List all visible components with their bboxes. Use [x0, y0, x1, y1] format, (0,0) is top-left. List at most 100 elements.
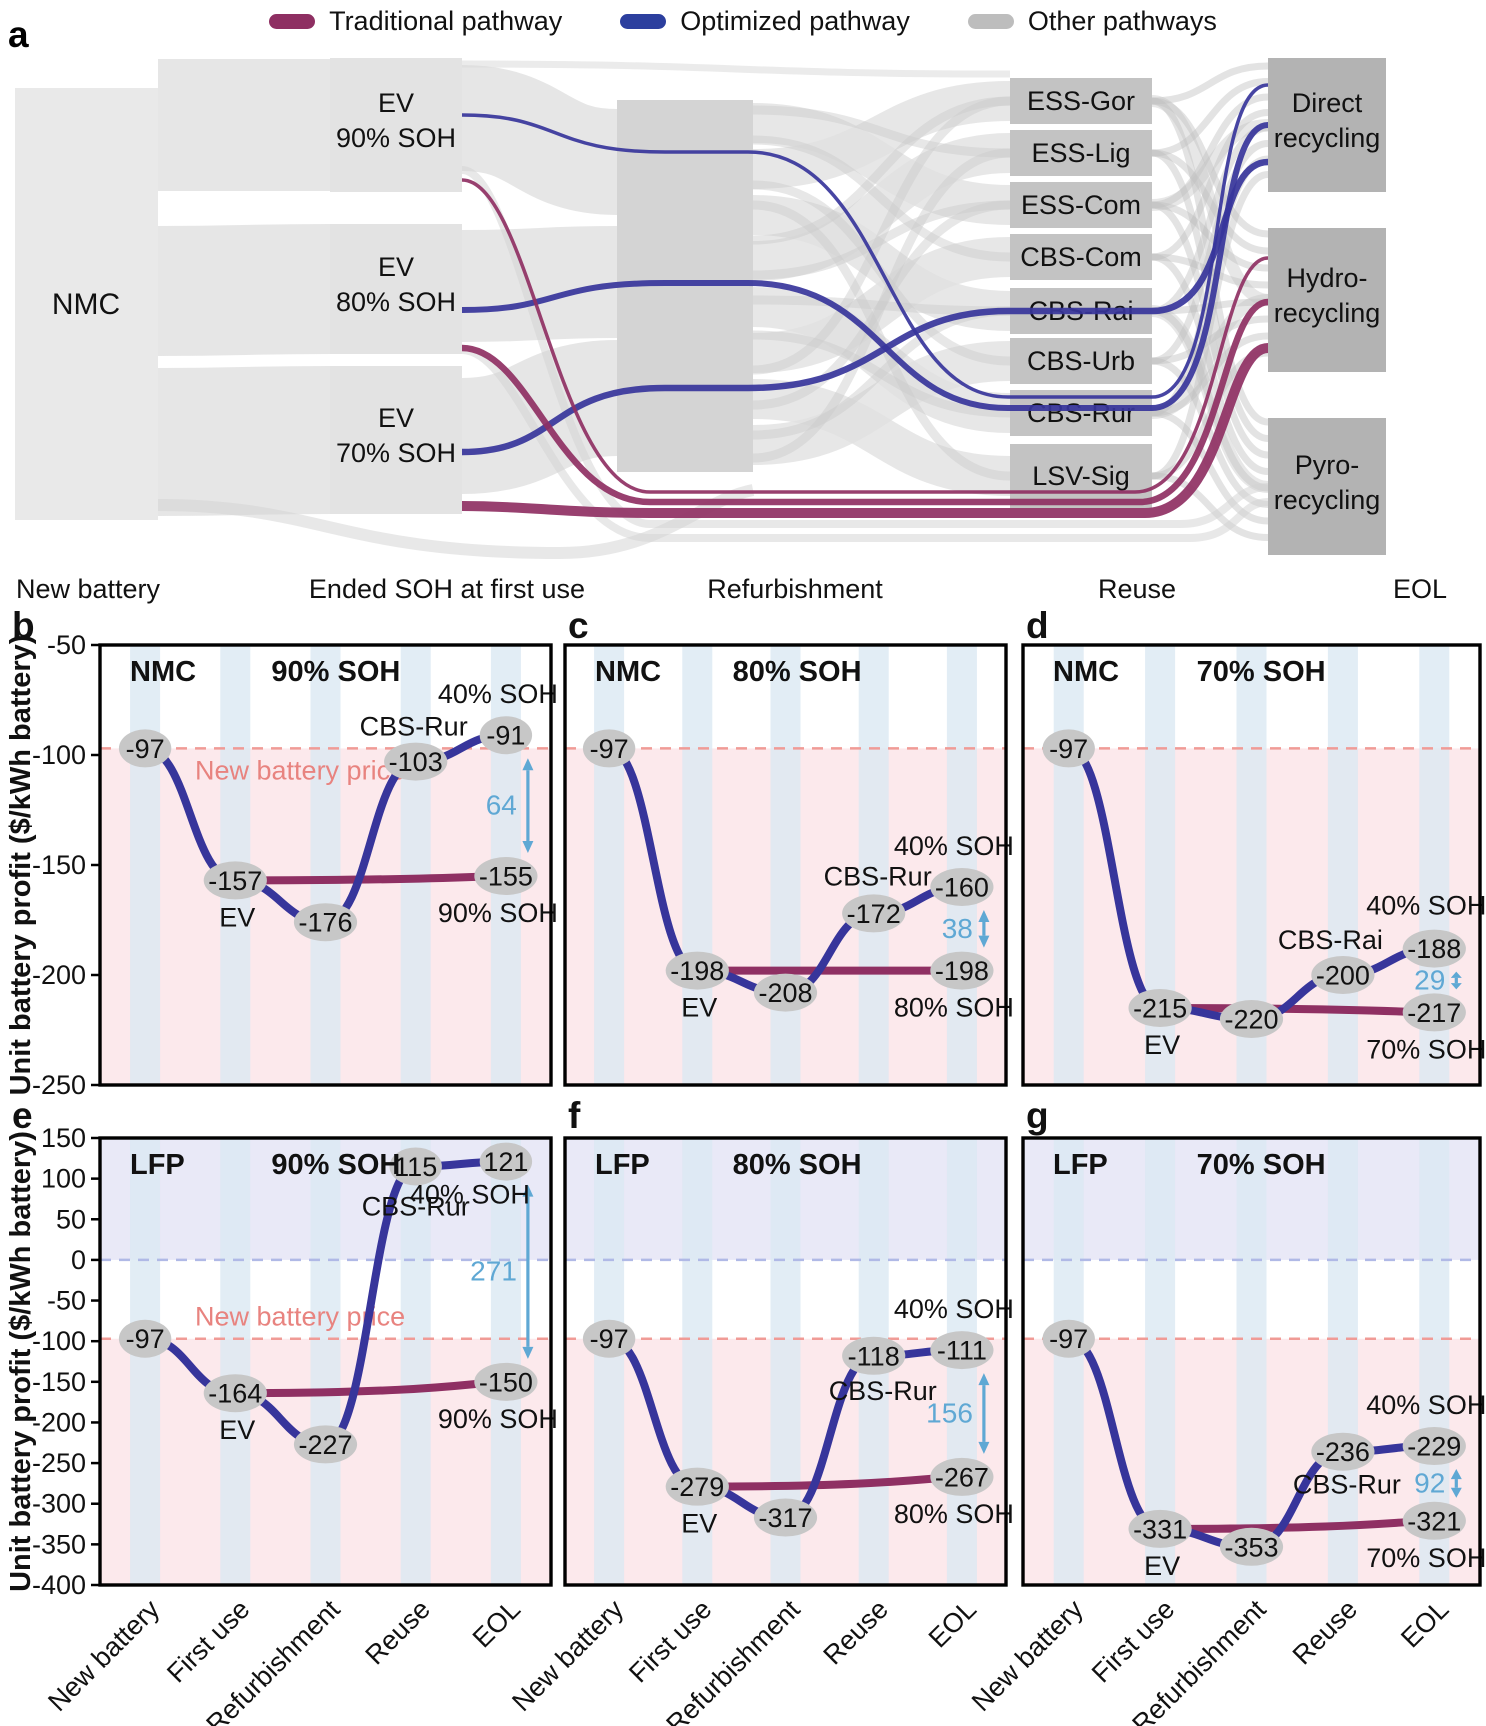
value-badge: [293, 1425, 358, 1464]
value-badge: [118, 1319, 172, 1358]
material-label: LFP: [130, 1149, 185, 1181]
eol-soh-label: 40% SOH: [1366, 1390, 1486, 1420]
diff-arrow-head-icon: [522, 758, 534, 771]
value-badge: [384, 742, 448, 781]
sankey-flow: [752, 200, 1011, 410]
value-badge-label: -172: [847, 899, 901, 929]
traditional-soh-label: 90% SOH: [438, 1404, 558, 1434]
reuse-station-label: CBS-Rur: [829, 1376, 937, 1406]
value-badge-label: -317: [758, 1503, 812, 1533]
sankey-flow: [1151, 109, 1269, 261]
soh-title: 80% SOH: [733, 1149, 862, 1181]
value-badge-label: -215: [1133, 994, 1187, 1024]
value-badge-label: -198: [670, 956, 724, 986]
difference-value: 29: [1414, 965, 1445, 996]
reuse-station-label: CBS-Rur: [1293, 1470, 1401, 1500]
value-badge-label: -188: [1407, 934, 1461, 964]
stage-stripe: [594, 1138, 625, 1585]
difference-value: 271: [470, 1256, 517, 1287]
sankey-flow: [1151, 305, 1269, 493]
sankey-flow: [752, 200, 1011, 280]
node-label: 70% SOH: [336, 438, 456, 468]
node-label: CBS-Com: [1020, 242, 1142, 272]
value-badge-label: -220: [1224, 1005, 1278, 1035]
y-axis-title: Unit battery profit ($/kWh battery): [5, 635, 37, 1096]
traditional-swatch-icon: [269, 13, 316, 29]
optimized-flow-70: [461, 158, 1269, 456]
node-cbs-urb: [1010, 338, 1152, 384]
value-badge-label: -321: [1407, 1506, 1461, 1536]
value-badge: [1128, 989, 1192, 1027]
stage-stripe: [310, 1138, 341, 1585]
stage-stripe: [1236, 1138, 1267, 1585]
value-badge-label: -198: [935, 956, 989, 986]
stage-stripe: [400, 1138, 431, 1585]
sankey-flow: [1151, 78, 1269, 157]
stage-stripe: [130, 1138, 161, 1585]
value-badge: [203, 861, 267, 900]
y-tick-label: 0: [71, 1245, 86, 1275]
sankey-flow: [752, 96, 1011, 245]
soh-title: 80% SOH: [733, 656, 862, 688]
value-badge-label: -229: [1407, 1432, 1461, 1462]
sankey-flow-main: [461, 226, 618, 342]
material-label: NMC: [595, 656, 661, 688]
legend-label: Traditional pathway: [329, 5, 563, 36]
sankey-flow: [752, 237, 1011, 373]
x-tick-label: New battery: [42, 1594, 165, 1717]
traditional-soh-label: 70% SOH: [1366, 1034, 1486, 1064]
value-badge: [582, 1319, 636, 1358]
plot-border: [1021, 1136, 1482, 1587]
sankey-flow: [752, 195, 1011, 331]
sankey-flow-bypass: [461, 346, 1269, 542]
sankey-highlighted-flows: [461, 83, 1270, 518]
sankey-flow: [1151, 201, 1269, 459]
value-badge: [1311, 956, 1375, 994]
diff-arrow-head-icon: [1450, 1487, 1462, 1498]
traditional-curve: [231, 872, 510, 885]
value-badge: [842, 894, 906, 933]
value-badge: [389, 1147, 442, 1186]
y-tick-label: -100: [32, 1326, 86, 1356]
x-tick-label: EOL: [467, 1594, 526, 1653]
value-badge: [1402, 1427, 1466, 1466]
sankey-flow: [1151, 95, 1269, 306]
legend-item-other: Other pathways: [967, 6, 1217, 37]
node-label: recycling: [1274, 485, 1381, 515]
diff-arrow-head-icon: [978, 1441, 990, 1454]
material-label: NMC: [1053, 656, 1119, 688]
sankey-flow: [752, 105, 1011, 158]
y-tick-label: -250: [32, 1070, 86, 1100]
value-badge-label: -236: [1316, 1437, 1370, 1467]
value-badge: [665, 951, 729, 990]
value-badge-label: -157: [208, 866, 262, 896]
sankey-stage-label: Ended SOH at first use: [309, 574, 585, 604]
node-label: recycling: [1274, 298, 1381, 328]
node-label: NMC: [52, 288, 120, 321]
value-badge-label: -164: [208, 1379, 262, 1409]
sankey-flow: [752, 135, 1011, 262]
diff-arrow-head-icon: [1450, 971, 1462, 978]
soh-title: 90% SOH: [271, 1149, 400, 1181]
new-battery-price-label: New battery price: [195, 755, 405, 785]
traditional-soh-label: 70% SOH: [1366, 1543, 1486, 1573]
value-badge-label: -97: [590, 734, 629, 764]
value-badge: [1402, 1501, 1466, 1540]
material-label: LFP: [1053, 1149, 1108, 1181]
sankey-flow: [1151, 332, 1269, 417]
value-badge-label: -97: [590, 1324, 629, 1354]
sankey-stage-label: Reuse: [1098, 574, 1176, 604]
y-tick-label: 150: [41, 1123, 86, 1153]
x-tick-label: New battery: [966, 1594, 1089, 1717]
stage-stripe: [594, 645, 625, 1085]
reuse-station-label: CBS-Rai: [1278, 925, 1383, 955]
node-cbs-com: [1010, 234, 1152, 280]
reuse-station-label: CBS-Rur: [360, 712, 468, 742]
panel-g: 92 -97 -331 -353 -236 -229 -321 EV CBS-Rur 40% SO…: [966, 1095, 1486, 1726]
traditional-flow-70: [461, 343, 1270, 518]
panel-letter: b: [12, 605, 35, 646]
sankey-flow: [1151, 472, 1269, 541]
node-label: EV: [378, 403, 414, 433]
panel-f: 156 -97 -279 -317 -118 -111 -267 EV CBS-Rur 40% S…: [506, 1095, 1014, 1726]
sankey-flow: [1151, 119, 1269, 211]
